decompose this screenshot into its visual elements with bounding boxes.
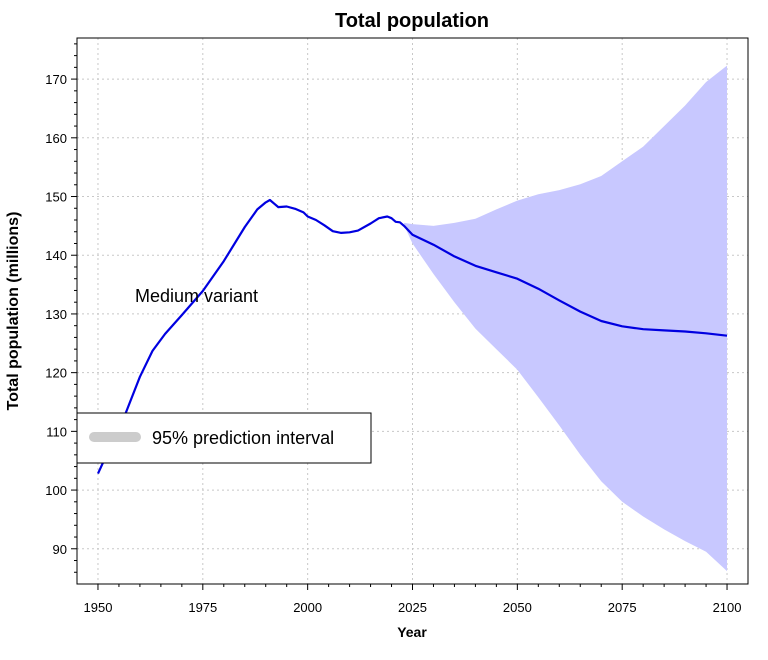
x-tick-label: 2000 <box>293 600 322 615</box>
chart-title: Total population <box>335 10 489 32</box>
y-axis: 90 100 110 120 130 140 150 160 170 <box>45 43 77 573</box>
y-tick-label: 100 <box>45 483 67 498</box>
y-axis-title: Total population (millions) <box>5 212 22 411</box>
legend-label: 95% prediction interval <box>152 428 334 448</box>
x-axis: 1950 1975 2000 2025 2050 2075 2100 <box>84 584 742 615</box>
x-axis-title: Year <box>397 624 427 640</box>
x-tick-label: 2075 <box>608 600 637 615</box>
medium-variant-annotation: Medium variant <box>135 286 258 306</box>
y-tick-label: 170 <box>45 72 67 87</box>
medium-variant-line <box>96 198 728 475</box>
legend: 95% prediction interval <box>76 412 372 464</box>
x-tick-label: 2025 <box>398 600 427 615</box>
y-tick-label: 90 <box>53 542 67 557</box>
y-tick-label: 150 <box>45 190 67 205</box>
x-tick-label: 1975 <box>188 600 217 615</box>
y-tick-label: 160 <box>45 131 67 146</box>
x-tick-label: 1950 <box>84 600 113 615</box>
y-tick-label: 120 <box>45 366 67 381</box>
x-tick-label: 2050 <box>503 600 532 615</box>
prediction-interval-band <box>404 65 727 572</box>
x-tick-label: 2100 <box>713 600 742 615</box>
y-tick-label: 140 <box>45 248 67 263</box>
y-tick-label: 110 <box>46 424 67 439</box>
y-tick-label: 130 <box>45 307 67 322</box>
